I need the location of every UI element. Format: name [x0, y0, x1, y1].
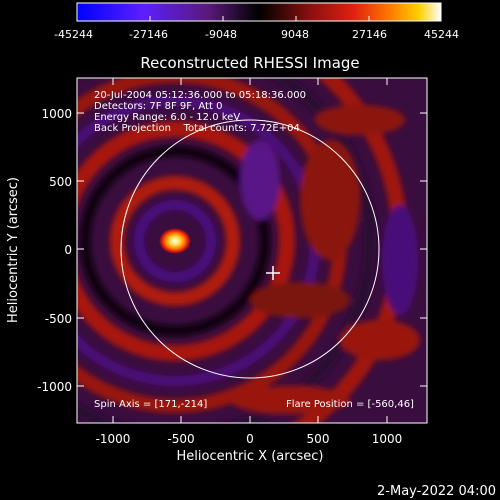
spin-axis-cross-icon	[266, 266, 280, 280]
y-tick-label: 500	[49, 175, 72, 189]
solar-limb-circle	[120, 119, 380, 379]
colorbar-tick-label: -27146	[129, 28, 168, 41]
colorbar-tick-label: 27146	[352, 28, 387, 41]
x-tick-label: -500	[167, 432, 194, 446]
x-tick-label: 500	[307, 432, 330, 446]
timestamp: 2-May-2022 04:00	[377, 484, 496, 499]
x-axis-label: Heliocentric X (arcsec)	[177, 449, 324, 464]
x-tick-label: 1000	[372, 432, 403, 446]
x-axis-ticks	[112, 78, 388, 423]
x-tick-label: 0	[246, 432, 254, 446]
y-tick-label: -1000	[37, 380, 72, 394]
colorbar-tick-label: -45244	[54, 28, 93, 41]
info-method-counts: Back Projection Total counts: 7.72E+04	[94, 123, 300, 134]
y-tick-label: -500	[45, 312, 72, 326]
y-tick-label: 1000	[41, 107, 72, 121]
info-time-range: 20-Jul-2004 05:12:36.000 to 05:18:36.000	[94, 90, 306, 101]
colorbar-ticks	[76, 16, 442, 21]
reconstructed-image	[77, 78, 427, 423]
y-tick-label: 0	[64, 243, 72, 257]
info-energy-range: Energy Range: 6.0 - 12.0 keV	[94, 112, 240, 123]
info-detectors: Detectors: 7F 8F 9F, Att 0	[94, 101, 222, 112]
flare-position-label: Flare Position = [-560,46]	[286, 399, 414, 410]
spin-axis-label: Spin Axis = [171,-214]	[94, 399, 207, 410]
colorbar-tick-label: 9048	[281, 28, 309, 41]
colorbar-tick-label: -9048	[205, 28, 237, 41]
y-axis-label: Heliocentric Y (arcsec)	[6, 177, 21, 323]
colorbar-tick-label: 45244	[424, 28, 459, 41]
y-axis-ticks	[77, 112, 427, 387]
colorbar	[76, 2, 442, 22]
x-tick-label: -1000	[96, 432, 131, 446]
plot-title: Reconstructed RHESSI Image	[140, 54, 359, 72]
plot-frame	[76, 77, 428, 424]
